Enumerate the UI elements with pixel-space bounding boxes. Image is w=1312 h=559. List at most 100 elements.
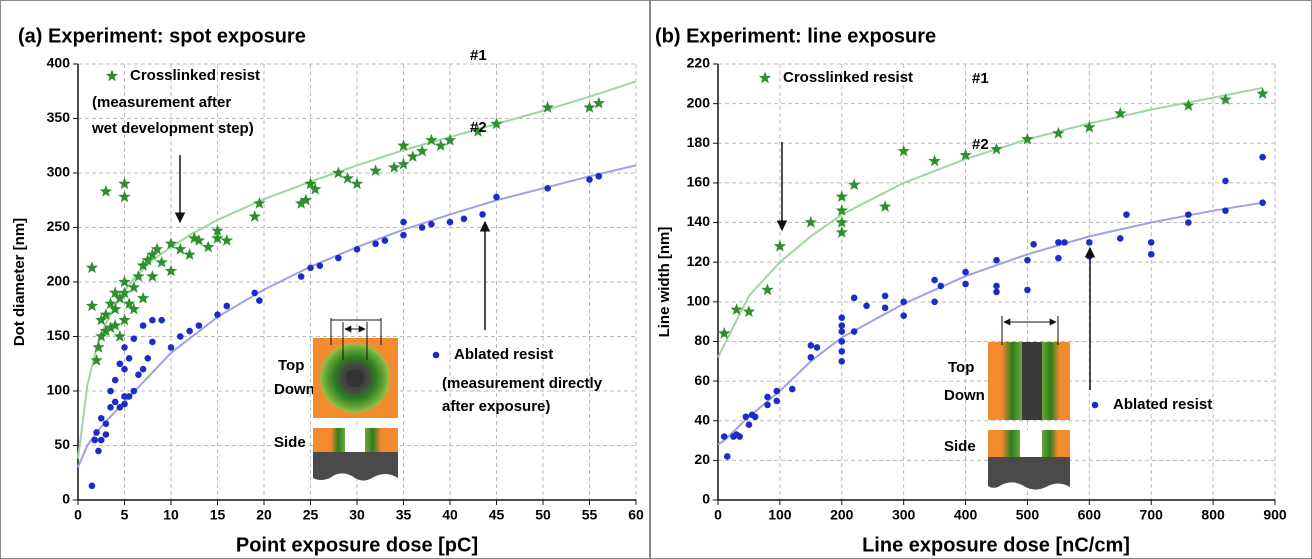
point — [835, 204, 848, 216]
point — [307, 264, 314, 272]
annotation: Side — [944, 438, 976, 455]
point — [962, 268, 969, 276]
point — [863, 302, 870, 310]
y-tick-label: 40 — [694, 411, 710, 427]
legend-label: Ablated resist — [454, 346, 553, 363]
point — [164, 264, 178, 277]
point — [109, 302, 122, 315]
point — [121, 365, 128, 373]
point — [102, 431, 110, 438]
point — [214, 311, 221, 319]
point — [256, 297, 263, 304]
point — [434, 139, 447, 151]
x-tick-label: 0 — [714, 507, 722, 523]
point — [99, 324, 113, 337]
point — [773, 397, 781, 405]
x-axis-label: Line exposure dose [nC/cm] — [862, 534, 1130, 556]
point — [95, 447, 102, 455]
point — [91, 436, 99, 444]
point — [1256, 87, 1269, 99]
point — [1083, 120, 1096, 133]
point — [937, 282, 945, 290]
point — [807, 342, 815, 349]
point — [1185, 211, 1192, 218]
point — [397, 139, 410, 151]
point — [97, 414, 105, 422]
point — [764, 393, 771, 401]
point — [838, 314, 846, 321]
point — [592, 96, 605, 109]
point — [132, 270, 145, 282]
y-tick-label: 140 — [687, 213, 711, 229]
point — [1114, 107, 1127, 119]
point — [149, 316, 156, 324]
annotation: Down — [274, 381, 315, 398]
point — [718, 327, 731, 339]
point — [130, 387, 138, 395]
y-tick-label: 220 — [687, 55, 711, 71]
point — [139, 322, 147, 329]
x-tick-label: 300 — [892, 507, 916, 523]
x-tick-label: 800 — [1201, 507, 1225, 523]
y-tick-label: 100 — [47, 382, 71, 398]
y-tick-label: 0 — [702, 491, 710, 507]
legend-marker — [758, 71, 772, 84]
legend-marker — [432, 351, 440, 359]
point — [493, 193, 500, 201]
point — [838, 322, 846, 329]
point — [1259, 199, 1266, 207]
point — [136, 259, 150, 271]
point — [102, 420, 110, 428]
point — [253, 197, 266, 209]
annotation: Top — [278, 357, 304, 374]
point — [1147, 239, 1155, 246]
point — [85, 261, 99, 274]
point — [223, 302, 231, 310]
point — [723, 453, 731, 460]
x-tick-label: 0 — [74, 507, 82, 523]
point — [1024, 256, 1031, 264]
point — [838, 338, 846, 345]
x-tick-label: 15 — [210, 507, 226, 523]
point — [1052, 126, 1065, 139]
point — [220, 234, 233, 246]
point — [835, 226, 848, 238]
point — [299, 193, 312, 206]
point — [107, 387, 114, 395]
point — [897, 144, 910, 157]
fit-line — [77, 164, 637, 468]
point — [730, 303, 743, 315]
point — [446, 218, 454, 226]
point — [1061, 239, 1068, 246]
point — [900, 312, 907, 319]
point — [97, 436, 105, 444]
y-tick-label: 200 — [47, 273, 71, 289]
point — [764, 401, 771, 409]
x-tick-label: 5 — [121, 507, 129, 523]
point — [742, 413, 750, 421]
point — [174, 242, 187, 255]
x-tick-label: 25 — [303, 507, 319, 523]
legend-label: Crosslinked resist — [130, 67, 260, 84]
point — [335, 254, 342, 262]
point — [931, 276, 938, 284]
point — [146, 248, 159, 260]
point — [400, 231, 407, 239]
x-tick-label: 40 — [442, 507, 458, 523]
point — [595, 172, 603, 180]
point — [99, 308, 113, 320]
point — [381, 237, 389, 244]
point — [85, 299, 99, 312]
point — [928, 154, 941, 167]
point — [742, 305, 756, 317]
annotation: Side — [274, 434, 306, 451]
point — [121, 393, 128, 400]
point — [135, 371, 142, 378]
point — [95, 313, 108, 326]
point — [88, 482, 96, 490]
point — [195, 322, 203, 329]
point — [211, 224, 224, 236]
point — [1123, 211, 1130, 218]
point — [900, 298, 907, 306]
